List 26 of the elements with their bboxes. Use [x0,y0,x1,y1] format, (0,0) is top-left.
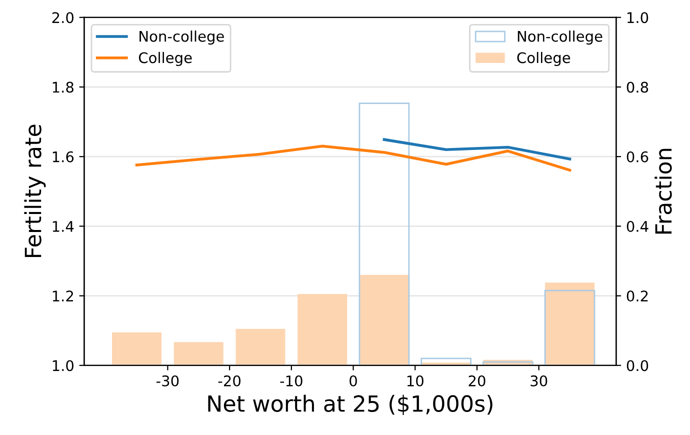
legend-label: College [517,52,570,66]
legend-label: Non-college [140,30,224,45]
y-tick-label: 1.0 [52,360,74,372]
y-tick-label: 1.2 [52,290,73,302]
x-tick-label: 0 [350,375,357,386]
y2-tick-label: 0.6 [626,151,648,162]
y2-tick-label: 0.8 [626,82,648,93]
y2-tick-label: 0.2 [626,290,648,302]
x-tick-label: 30 [530,375,548,386]
x-tick-label: -30 [156,375,179,386]
legend-label: Non-college [518,30,602,45]
y-tick-label: 1.4 [52,221,74,232]
legend-label: College [138,52,192,66]
x-tick-label: 20 [468,375,486,386]
y2-tick-label: 1.0 [627,12,648,24]
y-tick-label: 2.0 [52,12,74,24]
y2-axis-title: Fraction [654,148,672,234]
x-axis-title: Net worth at 25 ($1,000s) [208,394,492,415]
y-axis-title: Fertility rate [24,124,46,258]
y2-tick-label: 0.0 [626,360,648,372]
x-tick-label: -20 [218,375,240,386]
y-tick-label: 1.6 [52,151,74,162]
y2-tick-label: 0.4 [626,220,648,232]
x-tick-label: 10 [407,375,424,386]
x-tick-label: -10 [280,375,302,386]
y-tick-label: 1.8 [52,82,74,93]
